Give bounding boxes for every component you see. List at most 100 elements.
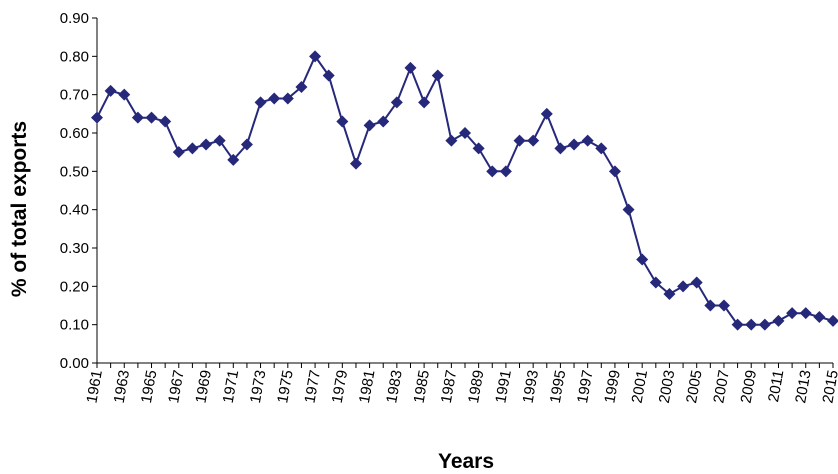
x-tick-label: 1985 xyxy=(411,369,434,405)
x-axis-title: Years xyxy=(438,450,494,473)
data-point xyxy=(704,299,717,312)
y-tick-label: 0.40 xyxy=(60,202,89,219)
y-tick-label: 0.60 xyxy=(60,125,89,142)
data-point xyxy=(240,138,253,151)
data-point xyxy=(431,69,444,82)
data-point xyxy=(186,142,199,155)
data-point xyxy=(813,311,826,323)
data-point xyxy=(527,134,540,147)
data-point xyxy=(404,61,417,74)
data-point xyxy=(295,81,308,93)
y-tick-label: 0.10 xyxy=(60,317,89,334)
data-point xyxy=(717,299,730,312)
data-point xyxy=(799,307,812,320)
data-point xyxy=(281,92,294,105)
data-point xyxy=(145,111,158,124)
data-point xyxy=(377,115,390,128)
x-tick-label: 1995 xyxy=(547,369,570,405)
y-axis: 0.00 0.10 0.20 0.30 0.40 0.50 0.60 0.70 0.80 0.90 xyxy=(60,10,98,372)
data-point xyxy=(758,318,771,331)
data-point xyxy=(649,276,662,289)
y-tick-label: 0.70 xyxy=(60,87,89,104)
data-point xyxy=(349,157,362,170)
y-tick-label: 0.80 xyxy=(60,48,89,65)
data-point xyxy=(390,96,403,109)
data-point xyxy=(445,134,458,147)
data-point xyxy=(568,138,581,151)
x-tick-label: 1987 xyxy=(438,369,461,405)
x-axis: 1961 1963 1965 1967 1969 1971 1973 1975 1977 1979… xyxy=(83,362,838,405)
y-tick-label: 0.30 xyxy=(60,240,89,257)
series-line xyxy=(96,54,834,326)
data-point xyxy=(690,276,703,289)
x-tick-label: 2007 xyxy=(710,369,733,405)
data-point xyxy=(622,203,635,216)
x-tick-label: 2009 xyxy=(738,369,761,405)
data-point xyxy=(595,142,608,155)
x-tick-label: 1993 xyxy=(520,369,543,405)
x-tick-label: 1979 xyxy=(329,369,352,405)
x-tick-label: 2011 xyxy=(765,369,787,404)
data-point xyxy=(363,119,376,132)
x-tick-label: 2013 xyxy=(792,369,815,405)
data-point xyxy=(581,134,594,147)
y-tick-label: 0.20 xyxy=(60,278,89,295)
x-tick-label: 1997 xyxy=(574,369,597,405)
x-tick-label: 1975 xyxy=(274,369,297,405)
data-point xyxy=(636,253,649,266)
x-tick-label: 1977 xyxy=(301,369,324,405)
data-point xyxy=(104,84,117,97)
data-point xyxy=(731,318,744,331)
x-tick-label: 1973 xyxy=(247,369,270,405)
data-point xyxy=(472,142,485,155)
x-tick-label: 1963 xyxy=(111,369,134,405)
data-point xyxy=(486,165,499,178)
y-tick-label: 0.00 xyxy=(60,355,89,372)
data-point xyxy=(786,307,799,320)
data-point xyxy=(663,288,676,300)
x-tick-label: 2005 xyxy=(683,369,706,405)
data-point xyxy=(772,314,785,327)
x-tick-label: 1969 xyxy=(192,369,215,405)
y-tick-label: 0.50 xyxy=(60,163,89,180)
x-tick-label: 1965 xyxy=(138,369,161,405)
x-tick-label: 2001 xyxy=(629,369,652,405)
data-point xyxy=(172,146,185,159)
data-point xyxy=(118,88,131,101)
data-point xyxy=(268,92,281,105)
plot-area xyxy=(91,50,838,331)
data-point xyxy=(677,280,690,293)
data-point xyxy=(418,96,431,109)
data-point xyxy=(459,127,471,139)
data-point xyxy=(499,165,512,178)
data-point xyxy=(200,138,213,151)
x-tick-label: 1967 xyxy=(165,369,188,405)
data-point xyxy=(554,142,567,155)
data-point xyxy=(322,69,335,82)
data-point xyxy=(513,134,526,147)
x-tick-label: 2003 xyxy=(656,369,679,405)
data-point xyxy=(608,165,621,178)
x-tick-label: 1981 xyxy=(356,369,379,405)
data-point xyxy=(213,134,226,147)
x-tick-label: 1983 xyxy=(383,369,406,405)
data-point xyxy=(227,153,240,166)
data-point xyxy=(131,111,144,124)
x-tick-label: 1989 xyxy=(465,369,488,405)
data-point xyxy=(309,50,322,63)
data-point xyxy=(91,111,103,124)
x-tick-label: 1961 xyxy=(83,369,106,405)
x-tick-label: 1971 xyxy=(220,369,243,405)
y-axis-title: % of total exports xyxy=(8,121,31,297)
data-point xyxy=(745,318,758,331)
x-tick-label: 1991 xyxy=(492,369,515,405)
data-point xyxy=(336,115,349,128)
x-tick-label: 2015 xyxy=(819,369,838,405)
y-tick-label: 0.90 xyxy=(60,10,89,27)
data-point xyxy=(540,107,553,120)
x-tick-label: 1999 xyxy=(601,369,624,405)
data-point xyxy=(254,96,267,109)
data-point xyxy=(827,314,838,327)
data-point xyxy=(159,115,172,128)
